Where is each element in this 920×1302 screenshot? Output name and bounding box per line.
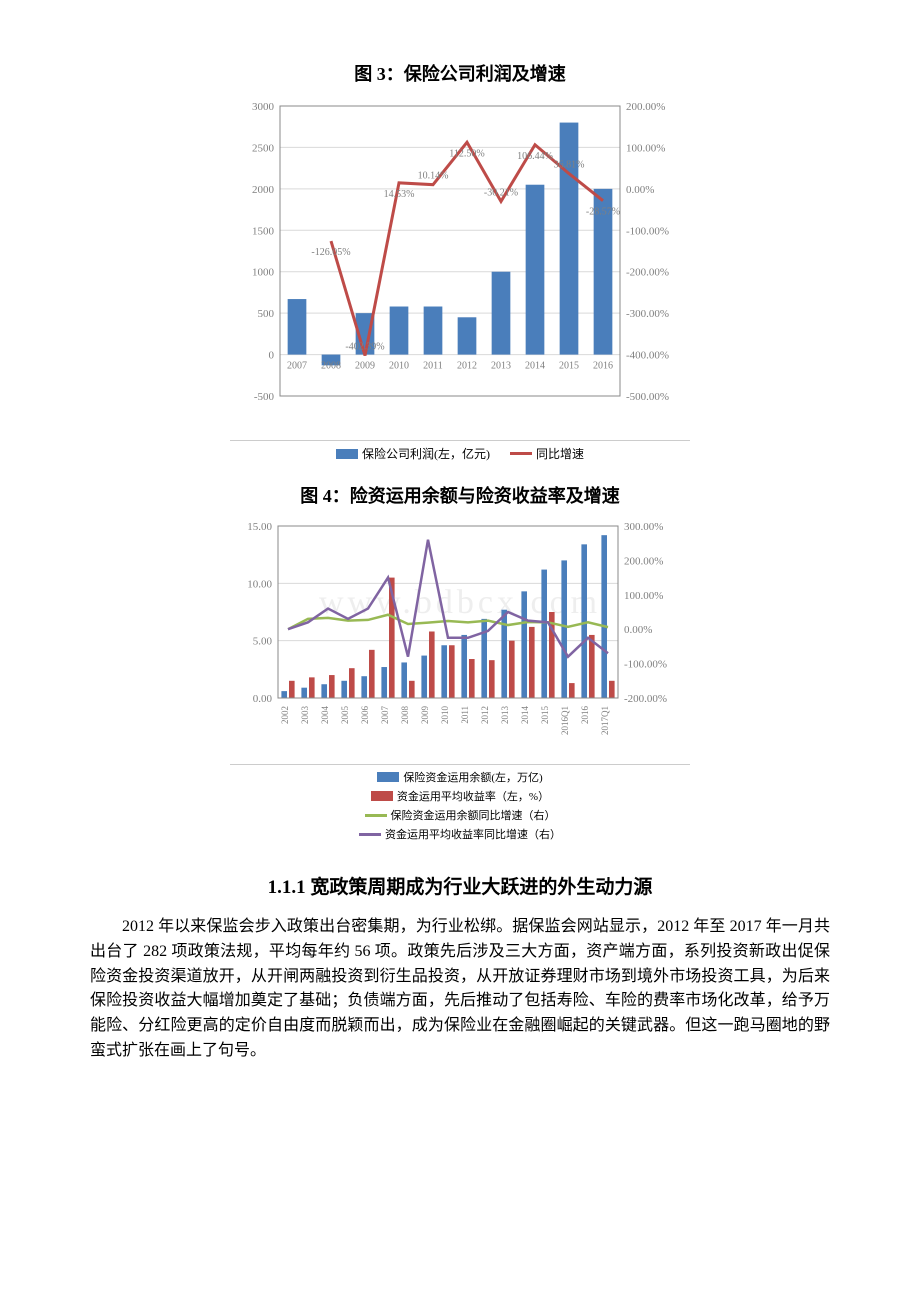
svg-text:2005: 2005 <box>340 706 350 725</box>
svg-text:www.bdbcx.com: www.bdbcx.com <box>319 584 601 621</box>
svg-text:15.00: 15.00 <box>247 521 272 533</box>
svg-text:0.00%: 0.00% <box>624 624 652 636</box>
chart3-legend-bar-label: 保险公司利润(左，亿元) <box>362 445 490 462</box>
chart3-legend-bar: 保险公司利润(左，亿元) <box>336 445 490 462</box>
svg-text:2016Q1: 2016Q1 <box>560 706 570 735</box>
svg-text:106.44%: 106.44% <box>517 151 553 162</box>
svg-text:-200.00%: -200.00% <box>626 267 669 279</box>
svg-text:200.00%: 200.00% <box>624 555 663 567</box>
svg-text:-30.21%: -30.21% <box>484 187 518 198</box>
chart3-legend-line-label: 同比增速 <box>536 445 584 462</box>
svg-text:2007: 2007 <box>380 706 390 725</box>
chart4-legend-green-label: 保险资金运用余额同比增速（右） <box>391 807 556 823</box>
chart3-container: -126.05% -402.39% 14.53%10.14% 112.50% -30.2… <box>230 96 690 462</box>
svg-text:-402.39%: -402.39% <box>345 342 384 353</box>
svg-text:-100.00%: -100.00% <box>624 659 667 671</box>
svg-text:2015: 2015 <box>540 706 550 725</box>
svg-text:1000: 1000 <box>252 267 275 279</box>
bar-icon <box>336 449 358 459</box>
svg-text:2000: 2000 <box>252 184 275 196</box>
bar-icon <box>371 791 393 801</box>
chart4-title: 图 4：险资运用余额与险资收益率及增速 <box>90 482 830 508</box>
svg-text:2012: 2012 <box>480 706 490 724</box>
svg-text:-400.00%: -400.00% <box>626 350 669 362</box>
chart4-legend-blue-label: 保险资金运用余额(左，万亿) <box>403 769 542 785</box>
line-icon <box>359 833 381 836</box>
svg-text:36.81%: 36.81% <box>554 160 585 171</box>
chart3-title: 图 3：保险公司利润及增速 <box>90 60 830 86</box>
svg-text:2010: 2010 <box>440 706 450 725</box>
chart3-svg: -126.05% -402.39% 14.53%10.14% 112.50% -30.2… <box>230 96 690 436</box>
chart4-legend-purple-label: 资金运用平均收益率同比增速（右） <box>385 826 561 842</box>
section-para: 2012 年以来保监会步入政策出台密集期，为行业松绑。据保监会网站显示，2012… <box>90 915 830 1064</box>
svg-text:10.14%: 10.14% <box>418 171 449 182</box>
svg-text:-500: -500 <box>254 391 275 403</box>
svg-text:2004: 2004 <box>320 706 330 725</box>
svg-text:300.00%: 300.00% <box>624 521 663 533</box>
svg-text:2008: 2008 <box>321 361 341 372</box>
svg-text:-126.05%: -126.05% <box>311 247 350 258</box>
svg-text:2006: 2006 <box>360 706 370 725</box>
svg-text:3000: 3000 <box>252 101 275 113</box>
svg-text:10.00: 10.00 <box>247 578 272 590</box>
svg-text:500: 500 <box>258 308 275 320</box>
svg-text:2011: 2011 <box>423 361 443 372</box>
chart4-legend: 保险资金运用余额(左，万亿) 资金运用平均收益率（左，%） 保险资金运用余额同比… <box>230 764 690 842</box>
svg-text:-300.00%: -300.00% <box>626 308 669 320</box>
svg-text:2009: 2009 <box>355 361 375 372</box>
svg-text:200.00%: 200.00% <box>626 101 665 113</box>
chart3-legend: 保险公司利润(左，亿元) 同比增速 <box>230 440 690 462</box>
bar-icon <box>377 772 399 782</box>
chart4-legend-blue: 保险资金运用余额(左，万亿) <box>377 769 542 785</box>
svg-text:5.00: 5.00 <box>253 636 273 648</box>
svg-text:2017Q1: 2017Q1 <box>600 706 610 735</box>
svg-text:2007: 2007 <box>287 361 307 372</box>
svg-text:-200.00%: -200.00% <box>624 693 667 705</box>
svg-text:2014: 2014 <box>525 361 545 372</box>
section-heading: 1.1.1 宽政策周期成为行业大跃进的外生动力源 <box>90 872 830 899</box>
chart3-legend-line: 同比增速 <box>510 445 584 462</box>
svg-text:2012: 2012 <box>457 361 477 372</box>
line-icon <box>510 452 532 455</box>
svg-text:-100.00%: -100.00% <box>626 225 669 237</box>
line-icon <box>365 814 387 817</box>
svg-text:0.00%: 0.00% <box>626 184 654 196</box>
svg-text:2009: 2009 <box>420 706 430 725</box>
chart4-svg: www.bdbcx.com 0.00 5.00 10.00 15.00 -200.00% -… <box>230 518 690 758</box>
svg-text:2013: 2013 <box>491 361 511 372</box>
svg-text:2008: 2008 <box>400 706 410 725</box>
svg-text:2011: 2011 <box>460 706 470 724</box>
svg-text:-500.00%: -500.00% <box>626 391 669 403</box>
svg-text:0: 0 <box>269 350 275 362</box>
svg-text:-28.57%: -28.57% <box>586 207 620 218</box>
chart4-legend-green: 保险资金运用余额同比增速（右） <box>365 807 556 823</box>
svg-text:2002: 2002 <box>280 706 290 724</box>
svg-text:2016: 2016 <box>593 361 613 372</box>
svg-text:2010: 2010 <box>389 361 409 372</box>
chart4-legend-red: 资金运用平均收益率（左，%） <box>371 788 549 804</box>
svg-text:1500: 1500 <box>252 225 275 237</box>
svg-text:100.00%: 100.00% <box>626 142 665 154</box>
svg-text:14.53%: 14.53% <box>384 189 415 200</box>
svg-text:112.50%: 112.50% <box>449 148 484 159</box>
svg-text:2014: 2014 <box>520 706 530 725</box>
chart4-container: www.bdbcx.com 0.00 5.00 10.00 15.00 -200.00% -… <box>230 518 690 842</box>
chart4-legend-purple: 资金运用平均收益率同比增速（右） <box>359 826 561 842</box>
svg-text:2013: 2013 <box>500 706 510 725</box>
chart4-legend-red-label: 资金运用平均收益率（左，%） <box>397 788 549 804</box>
svg-text:2003: 2003 <box>300 706 310 725</box>
svg-text:2500: 2500 <box>252 142 275 154</box>
svg-text:2016: 2016 <box>580 706 590 725</box>
svg-text:2015: 2015 <box>559 361 579 372</box>
svg-text:100.00%: 100.00% <box>624 590 663 602</box>
svg-text:0.00: 0.00 <box>253 693 273 705</box>
